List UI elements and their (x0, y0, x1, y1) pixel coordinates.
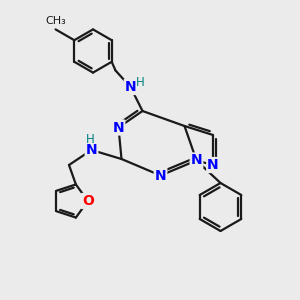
Text: O: O (82, 194, 94, 208)
Text: CH₃: CH₃ (45, 16, 66, 26)
Text: N: N (113, 121, 124, 134)
Text: H: H (85, 133, 94, 146)
Text: N: N (86, 143, 97, 157)
Text: N: N (191, 154, 202, 167)
Text: N: N (125, 80, 136, 94)
Text: N: N (207, 158, 219, 172)
Text: H: H (136, 76, 145, 89)
Text: N: N (155, 169, 166, 182)
